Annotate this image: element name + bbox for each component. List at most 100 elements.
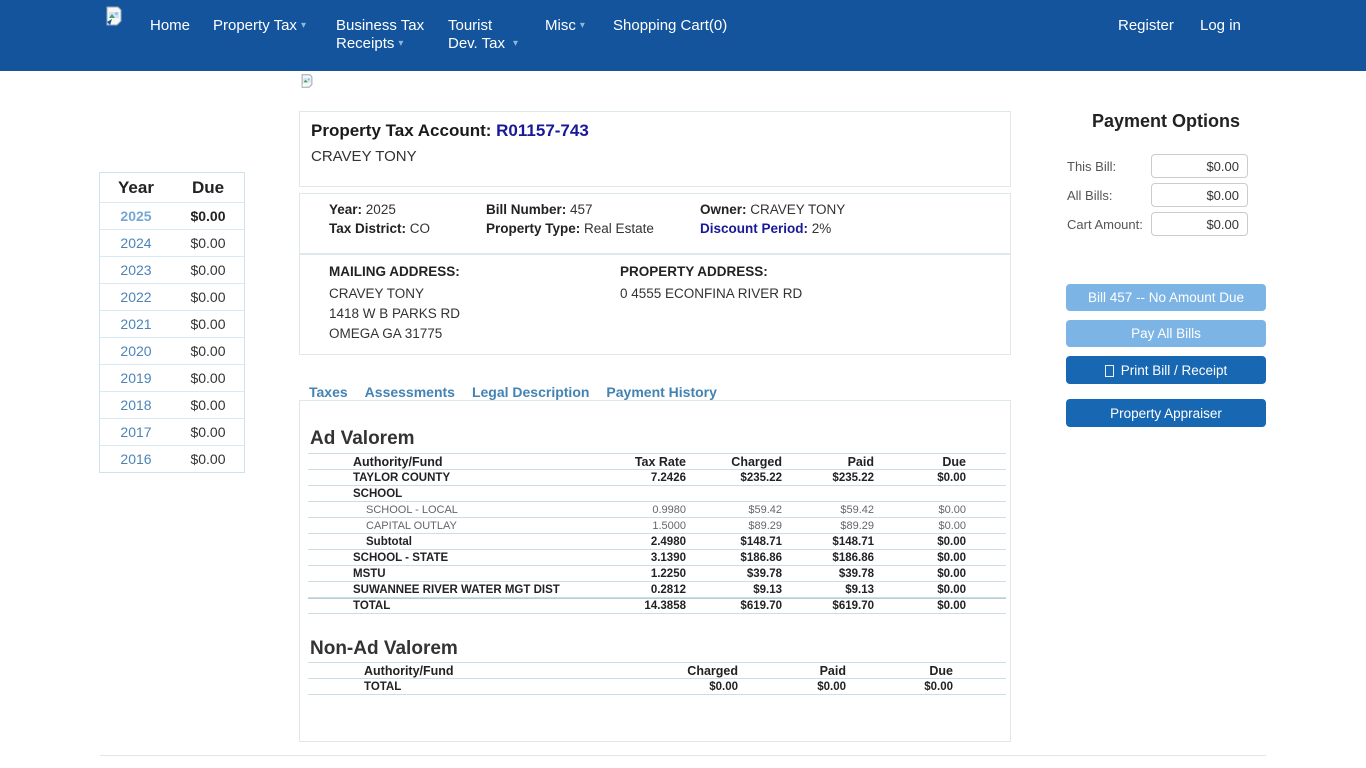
charged-cell: $235.22 bbox=[740, 471, 782, 484]
charged-header: Charged bbox=[687, 663, 738, 678]
nav-item-home[interactable]: Home bbox=[150, 17, 190, 35]
due-value: $0.00 bbox=[190, 343, 226, 359]
nav-item-login[interactable]: Log in bbox=[1200, 17, 1241, 35]
footer-divider bbox=[100, 755, 1266, 756]
authority-cell: SCHOOL - LOCAL bbox=[366, 503, 458, 516]
year-link-2025[interactable]: 2025 bbox=[120, 208, 152, 224]
tab-legal-description[interactable]: Legal Description bbox=[471, 384, 590, 400]
all-bills-label: All Bills: bbox=[1067, 188, 1113, 203]
year-label: Year: bbox=[329, 202, 363, 217]
table-row: SCHOOL - LOCAL 0.9980 $59.42 $59.42 $0.0… bbox=[308, 502, 1006, 518]
authority-cell: CAPITAL OUTLAY bbox=[366, 519, 457, 532]
nav-item-misc-label: Misc bbox=[545, 17, 576, 34]
nav-item-shopping-cart[interactable]: Shopping Cart(0) bbox=[613, 17, 727, 35]
nav-item-home-label: Home bbox=[150, 17, 191, 34]
paid-cell: $0.00 bbox=[817, 680, 846, 693]
table-row: 2020 $0.00 bbox=[100, 337, 244, 364]
nav-item-misc[interactable]: Misc ▾ bbox=[545, 17, 585, 35]
property-type-value: Real Estate bbox=[584, 221, 654, 236]
print-bill-receipt-button[interactable]: Print Bill / Receipt bbox=[1066, 356, 1266, 384]
mailing-address-line: CRAVEY TONY bbox=[329, 286, 425, 301]
detail-year: Year: 2025 bbox=[300, 202, 486, 217]
authority-cell: TOTAL bbox=[353, 600, 391, 612]
pay-all-bills-button[interactable]: Pay All Bills bbox=[1066, 320, 1266, 347]
mailing-address-line: 1418 W B PARKS RD bbox=[329, 306, 461, 321]
mailing-address: MAILING ADDRESS: CRAVEY TONY 1418 W B PA… bbox=[300, 264, 620, 344]
charged-cell: $89.29 bbox=[748, 519, 782, 532]
year-link-2020[interactable]: 2020 bbox=[120, 343, 152, 359]
property-appraiser-button[interactable]: Property Appraiser bbox=[1066, 399, 1266, 427]
year-link-2016[interactable]: 2016 bbox=[120, 451, 152, 467]
authority-cell: SUWANNEE RIVER WATER MGT DIST bbox=[353, 583, 560, 596]
bill-no-amount-due-button[interactable]: Bill 457 -- No Amount Due bbox=[1066, 284, 1266, 311]
year-due-header-row: Year Due bbox=[100, 173, 244, 202]
year-link-2017[interactable]: 2017 bbox=[120, 424, 152, 440]
year-link-2023[interactable]: 2023 bbox=[120, 262, 152, 278]
paid-cell: $235.22 bbox=[832, 471, 874, 484]
tab-taxes[interactable]: Taxes bbox=[309, 384, 348, 400]
paid-cell: $9.13 bbox=[845, 583, 874, 596]
broken-image-icon[interactable] bbox=[104, 6, 124, 26]
charged-cell: $619.70 bbox=[740, 600, 782, 612]
nav-item-business-tax-receipts[interactable]: Business Tax Receipts ▾ bbox=[336, 17, 424, 53]
tab-payment-history[interactable]: Payment History bbox=[606, 384, 717, 400]
due-cell: $0.00 bbox=[938, 519, 966, 532]
authority-fund-header: Authority/Fund bbox=[353, 454, 443, 469]
account-header-box: Property Tax Account: R01157-743 CRAVEY … bbox=[299, 111, 1011, 187]
nav-item-register[interactable]: Register bbox=[1118, 17, 1174, 35]
chevron-down-icon: ▾ bbox=[579, 20, 585, 32]
bill-number-label: Bill Number: bbox=[486, 202, 567, 217]
due-header: Due bbox=[929, 663, 953, 678]
year-link-2022[interactable]: 2022 bbox=[120, 289, 152, 305]
nav-item-tourist-dev-tax[interactable]: Tourist Dev. Tax ▾ bbox=[448, 17, 518, 53]
tax-district-value: CO bbox=[409, 221, 431, 236]
mailing-address-line: OMEGA GA 31775 bbox=[329, 326, 443, 341]
charged-cell: $148.71 bbox=[740, 535, 782, 548]
all-bills-input[interactable] bbox=[1151, 183, 1248, 207]
due-header: Due bbox=[942, 454, 966, 469]
year-link-2019[interactable]: 2019 bbox=[120, 370, 152, 386]
table-total-row: TOTAL 14.3858 $619.70 $619.70 $0.00 bbox=[308, 598, 1006, 614]
property-type-label: Property Type: bbox=[486, 221, 581, 236]
tax-rate-cell: 1.5000 bbox=[652, 519, 686, 532]
due-cell: $0.00 bbox=[937, 551, 966, 564]
paid-cell: $186.86 bbox=[832, 551, 874, 564]
payment-options-panel: Payment Options This Bill: All Bills: Ca… bbox=[1066, 111, 1266, 427]
tax-rate-header: Tax Rate bbox=[634, 454, 686, 469]
table-row: 2022 $0.00 bbox=[100, 283, 244, 310]
detail-bill-number: Bill Number: 457 bbox=[486, 202, 700, 217]
this-bill-label: This Bill: bbox=[1067, 159, 1117, 174]
this-bill-field-row: This Bill: bbox=[1066, 154, 1266, 183]
non-ad-valorem-table: Authority/Fund Charged Paid Due TOTAL $0… bbox=[308, 662, 1006, 695]
year-link-2021[interactable]: 2021 bbox=[120, 316, 152, 332]
cart-amount-field-row: Cart Amount: bbox=[1066, 212, 1266, 241]
tax-district-label: Tax District: bbox=[329, 221, 407, 236]
this-bill-input[interactable] bbox=[1151, 154, 1248, 178]
tax-rate-cell: 0.2812 bbox=[650, 583, 686, 596]
charged-header: Charged bbox=[731, 454, 782, 469]
due-value: $0.00 bbox=[190, 208, 226, 224]
due-cell: $0.00 bbox=[938, 503, 966, 516]
bill-details-box: Year: 2025 Bill Number: 457 Owner: CRAVE… bbox=[299, 193, 1011, 254]
payment-options-title: Payment Options bbox=[1091, 111, 1241, 131]
paid-cell: $619.70 bbox=[832, 600, 874, 612]
table-row: 2017 $0.00 bbox=[100, 418, 244, 445]
cart-amount-input[interactable] bbox=[1151, 212, 1248, 236]
table-row: SCHOOL - STATE 3.1390 $186.86 $186.86 $0… bbox=[308, 550, 1006, 566]
tab-assessments[interactable]: Assessments bbox=[364, 384, 455, 400]
table-row: 2021 $0.00 bbox=[100, 310, 244, 337]
year-link-2024[interactable]: 2024 bbox=[120, 235, 152, 251]
broken-image-icon bbox=[300, 74, 314, 88]
payment-buttons: Bill 457 -- No Amount Due Pay All Bills … bbox=[1066, 284, 1266, 427]
year-link-2018[interactable]: 2018 bbox=[120, 397, 152, 413]
top-navbar: Home Property Tax ▾ Business Tax Receipts… bbox=[0, 0, 1366, 71]
due-cell: $0.00 bbox=[924, 680, 953, 693]
nav-item-property-tax[interactable]: Property Tax ▾ bbox=[213, 17, 306, 35]
mailing-address-label: MAILING ADDRESS: bbox=[329, 264, 460, 279]
due-cell: $0.00 bbox=[937, 535, 966, 548]
due-cell: $0.00 bbox=[937, 600, 966, 612]
charged-cell: $9.13 bbox=[753, 583, 782, 596]
authority-fund-header: Authority/Fund bbox=[364, 663, 454, 678]
tax-rate-cell: 0.9980 bbox=[652, 503, 686, 516]
account-owner-name: CRAVEY TONY bbox=[311, 148, 417, 165]
